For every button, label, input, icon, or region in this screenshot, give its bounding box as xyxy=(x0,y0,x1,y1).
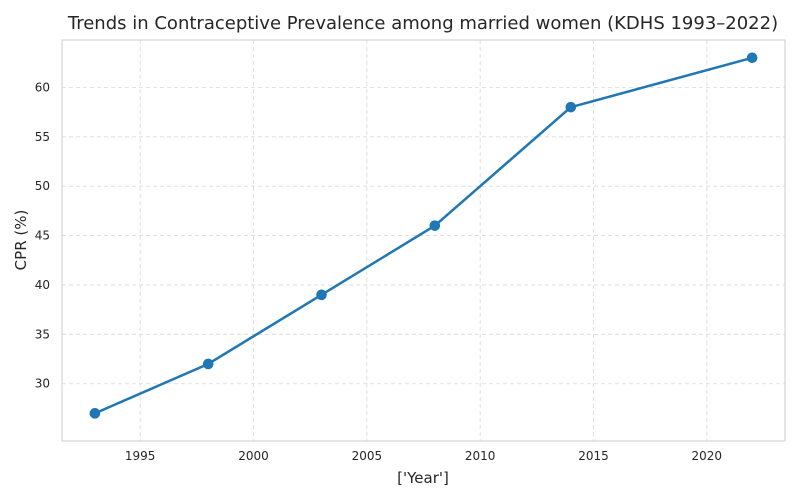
grid-layer xyxy=(62,40,785,441)
x-tick-label: 2015 xyxy=(578,449,609,463)
y-tick-label: 40 xyxy=(35,278,50,292)
data-point xyxy=(429,220,441,231)
y-tick-label: 55 xyxy=(35,130,50,144)
x-tick-labels: 1995 2000 2005 2010 2015 2020 xyxy=(125,449,722,463)
data-point xyxy=(565,101,577,113)
x-tick-label: 2010 xyxy=(465,449,496,463)
y-tick-label: 45 xyxy=(35,229,50,243)
series-line xyxy=(93,56,754,415)
x-tick-label: 2000 xyxy=(238,449,269,463)
x-tick-label: 1995 xyxy=(125,449,156,463)
y-tick-label: 30 xyxy=(35,377,50,391)
y-tick-label: 60 xyxy=(35,80,50,94)
y-tick-label: 50 xyxy=(35,179,50,193)
series-layer xyxy=(89,52,758,419)
data-point xyxy=(746,52,758,64)
plot-area xyxy=(61,39,786,442)
x-axis-label: ['Year'] xyxy=(397,469,449,487)
y-tick-label: 35 xyxy=(35,327,50,341)
y-axis-label: CPR (%) xyxy=(12,210,30,271)
chart-title: Trends in Contraceptive Prevalence among… xyxy=(67,13,778,34)
data-point xyxy=(316,289,327,301)
y-tick-labels: 30 35 40 45 50 55 60 xyxy=(35,80,50,390)
data-point xyxy=(202,358,214,370)
x-tick-label: 2005 xyxy=(352,449,383,463)
x-tick-label: 2020 xyxy=(692,449,723,463)
data-point xyxy=(89,408,101,419)
